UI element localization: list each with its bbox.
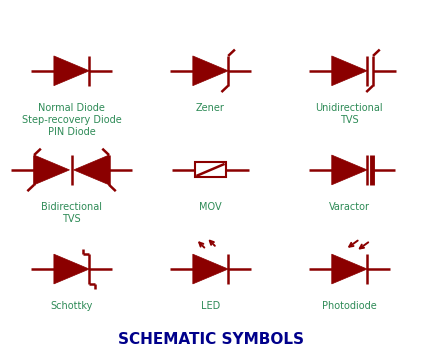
Polygon shape [332, 254, 367, 284]
Text: LED: LED [201, 301, 220, 311]
Text: Zener: Zener [196, 103, 225, 113]
Polygon shape [332, 155, 367, 185]
Polygon shape [332, 56, 367, 86]
Text: Varactor: Varactor [329, 202, 370, 212]
Text: Schottky: Schottky [51, 301, 93, 311]
Polygon shape [193, 254, 228, 284]
Polygon shape [54, 56, 89, 86]
Polygon shape [74, 155, 109, 185]
Bar [195, 162, 226, 177]
Text: Photodiode: Photodiode [322, 301, 377, 311]
Text: Unidirectional
TVS: Unidirectional TVS [316, 103, 383, 125]
Polygon shape [34, 155, 69, 185]
Text: Bidirectional
TVS: Bidirectional TVS [41, 202, 102, 224]
Polygon shape [193, 56, 228, 86]
Polygon shape [54, 254, 89, 284]
Text: Normal Diode
Step-recovery Diode
PIN Diode: Normal Diode Step-recovery Diode PIN Dio… [22, 103, 121, 137]
Text: SCHEMATIC SYMBOLS: SCHEMATIC SYMBOLS [117, 332, 304, 347]
Text: MOV: MOV [199, 202, 222, 212]
